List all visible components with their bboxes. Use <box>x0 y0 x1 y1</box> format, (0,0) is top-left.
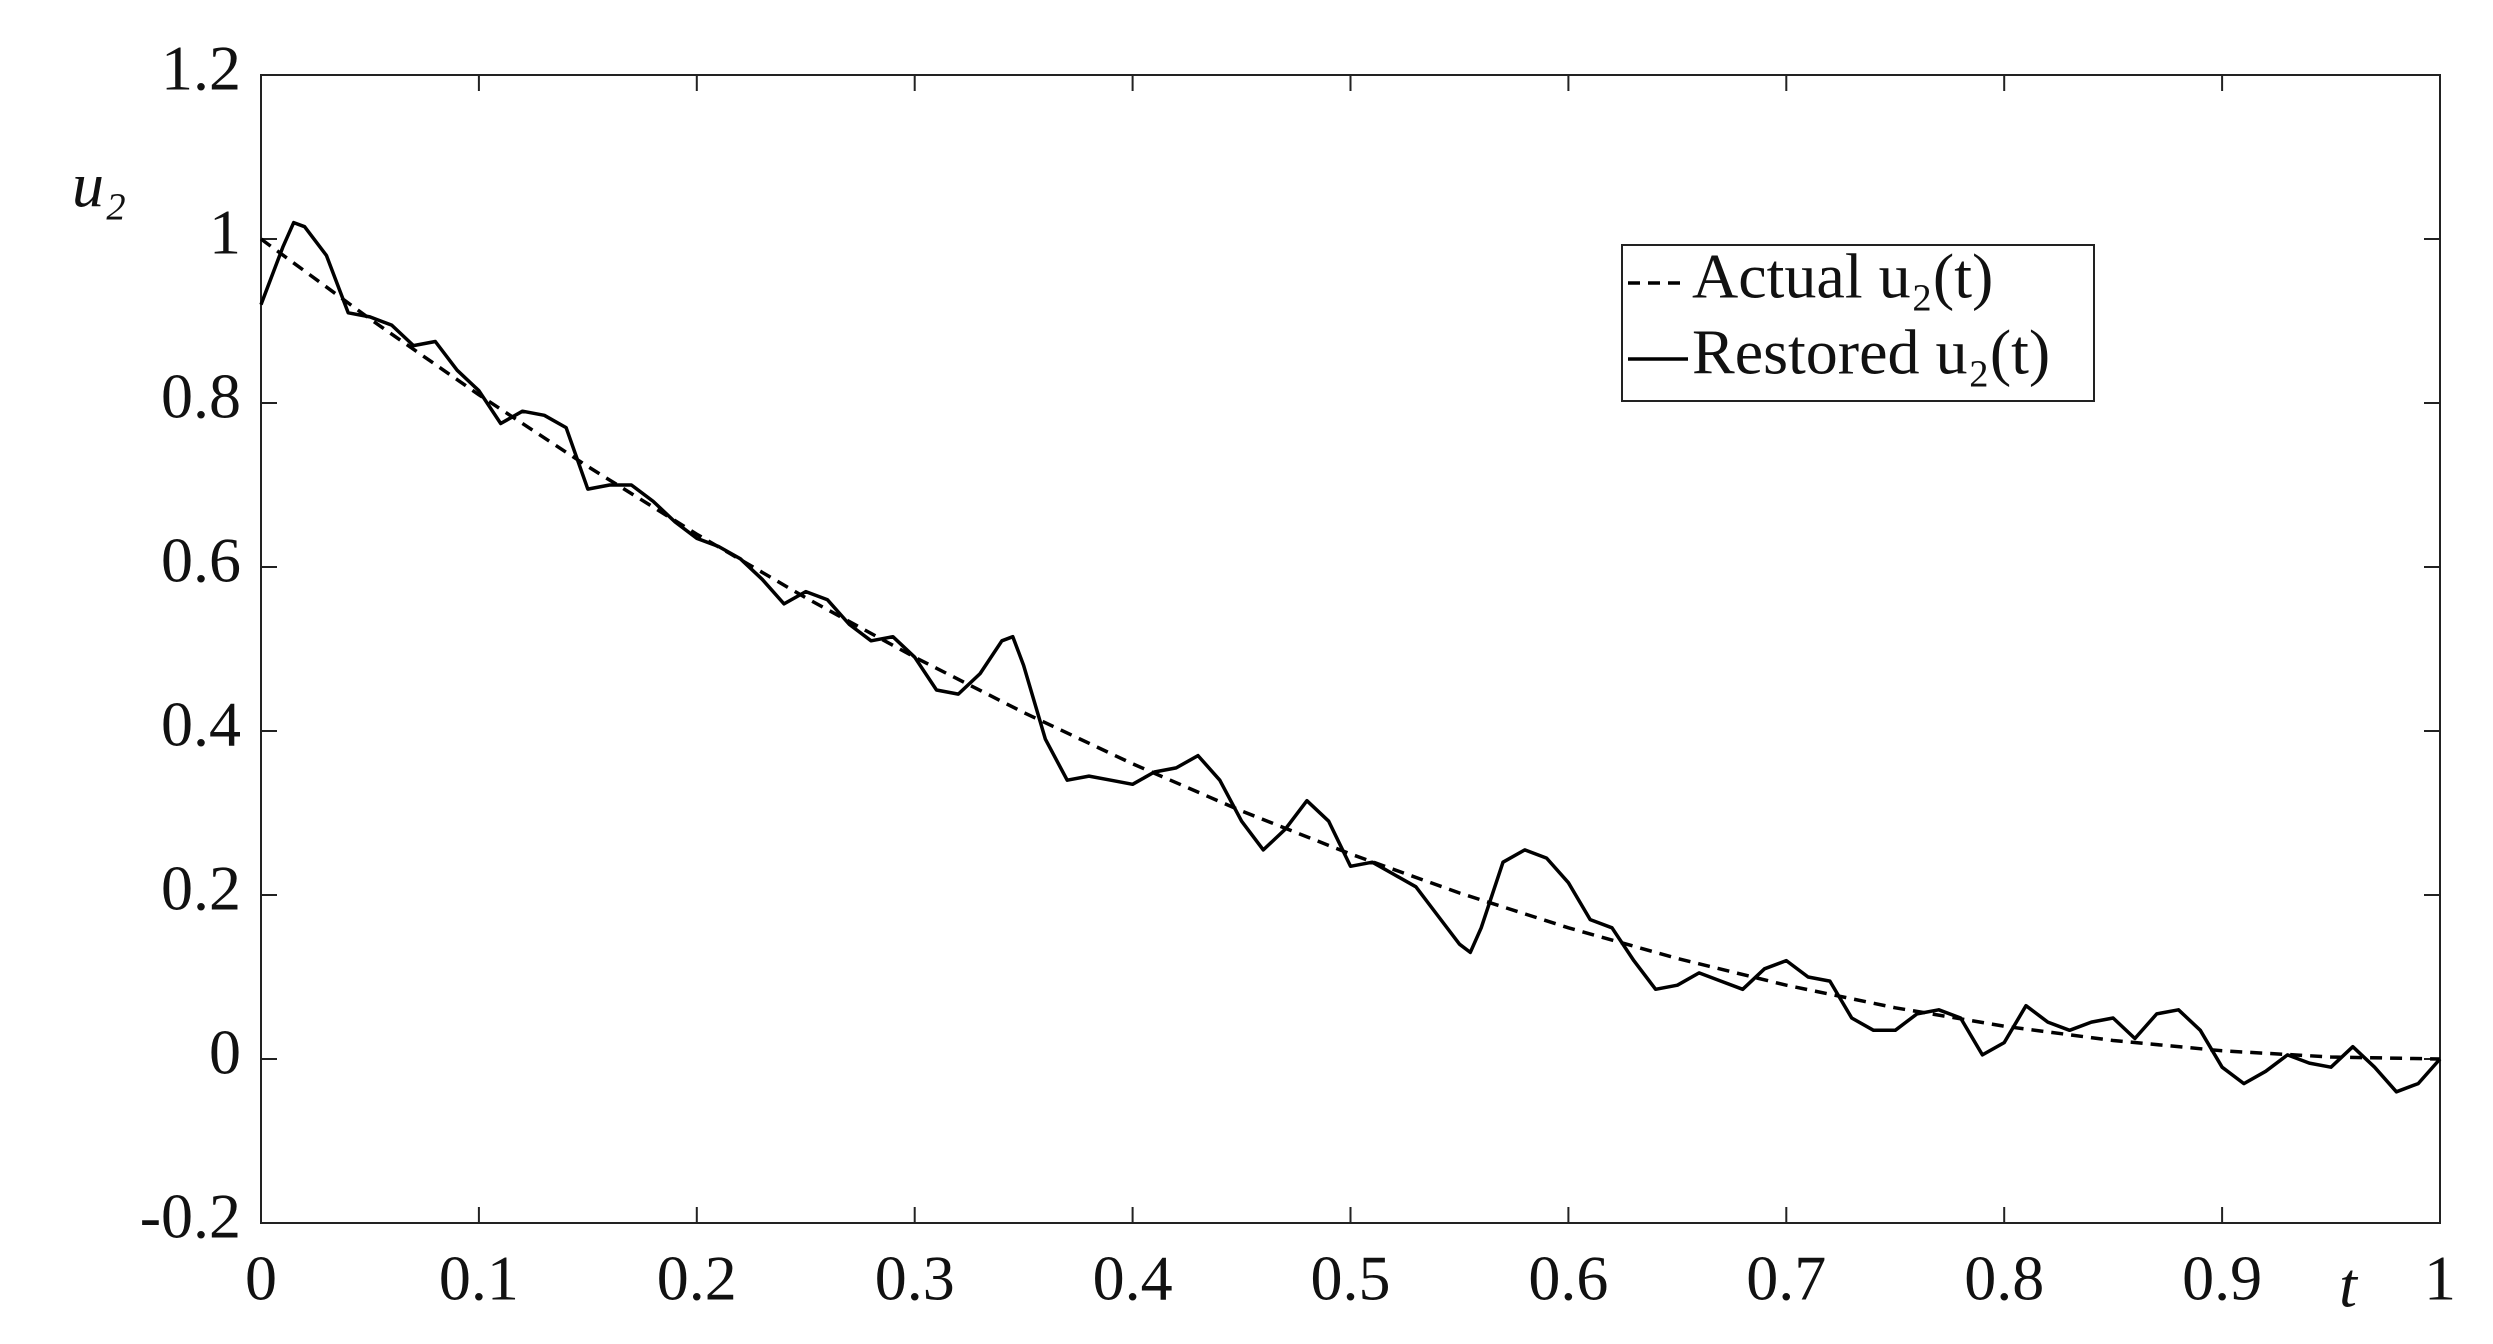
x-tick-label: 0.1 <box>439 1243 519 1314</box>
y-tick-label: 0.8 <box>161 361 241 432</box>
y-tick-label: -0.2 <box>140 1181 241 1252</box>
legend-label: Actual u₂(t) <box>1692 241 1993 312</box>
legend-box <box>1621 244 2095 402</box>
x-tick-label: 0.4 <box>1093 1243 1173 1314</box>
x-tick-label: 0.8 <box>1964 1243 2044 1314</box>
y-tick-label: 0 <box>209 1017 241 1088</box>
x-tick-label: 1 <box>2424 1243 2456 1314</box>
y-tick-label: 0.2 <box>161 853 241 924</box>
x-tick-label: 0.2 <box>657 1243 737 1314</box>
y-tick-label: 0.6 <box>161 525 241 596</box>
y-axis-label: u₂ <box>72 150 126 221</box>
x-axis-label: t <box>2339 1250 2359 1321</box>
x-tick-label: 0.5 <box>1311 1243 1391 1314</box>
y-tick-label: 0.4 <box>161 689 241 760</box>
legend-label: Restored u₂(t) <box>1692 317 2050 388</box>
plot-frame <box>260 74 2441 1224</box>
x-tick-label: 0.9 <box>2182 1243 2262 1314</box>
series-line <box>259 237 2441 1061</box>
y-tick-label: 1.2 <box>161 33 241 104</box>
x-tick-label: 0 <box>245 1243 277 1314</box>
x-tick-label: 0.3 <box>875 1243 955 1314</box>
series-line <box>259 220 2442 1094</box>
x-tick-label: 0.6 <box>1528 1243 1608 1314</box>
y-tick-label: 1 <box>209 197 241 268</box>
x-tick-label: 0.7 <box>1746 1243 1826 1314</box>
